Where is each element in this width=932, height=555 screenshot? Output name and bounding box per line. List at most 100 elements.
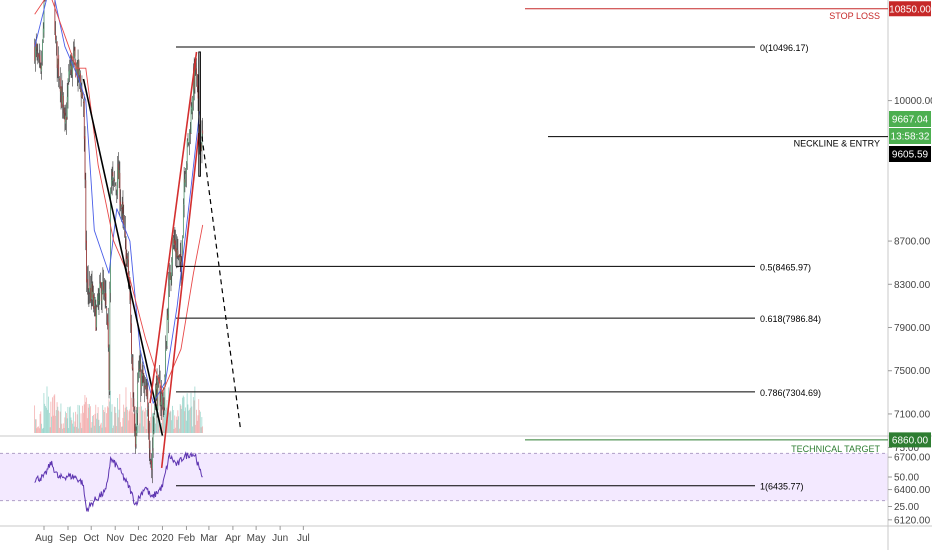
- volume-bar: [43, 393, 45, 433]
- last-price-tag-text: 13:58:32: [891, 132, 930, 143]
- candle-body: [80, 86, 82, 97]
- candle-body: [183, 179, 185, 205]
- candle-body: [160, 401, 162, 406]
- volume-bar: [79, 405, 80, 433]
- candle-body: [61, 86, 63, 108]
- volume-bar: [156, 408, 158, 433]
- candle-body: [105, 293, 107, 305]
- candle-body: [148, 432, 150, 449]
- candle-body: [121, 204, 123, 207]
- volume-bar: [55, 415, 56, 433]
- volume-bar: [158, 421, 160, 433]
- candle-body: [104, 292, 106, 297]
- volume-bar: [35, 419, 37, 433]
- candle-body: [127, 259, 129, 278]
- volume-bar: [138, 406, 140, 433]
- candle-body: [134, 429, 136, 448]
- candle-body: [178, 255, 180, 256]
- last-price-tag-text: 9667.04: [892, 115, 929, 126]
- volume-bar: [185, 407, 186, 433]
- candle-body: [69, 65, 71, 70]
- volume-bar: [90, 427, 92, 433]
- volume-bar: [197, 415, 199, 433]
- candle-body: [193, 67, 195, 90]
- volume-bar: [58, 410, 60, 433]
- candle-body: [135, 430, 137, 445]
- candle-body: [185, 174, 187, 186]
- time-tick-label: Dec: [130, 533, 148, 544]
- highlight-box: [198, 51, 201, 177]
- trendline-3: [160, 132, 200, 469]
- volume-bar: [106, 413, 108, 433]
- volume-bar: [141, 406, 142, 433]
- candle-body: [168, 285, 170, 323]
- volume-bar: [45, 407, 47, 433]
- candle-body: [39, 55, 41, 64]
- candle-body: [92, 291, 94, 300]
- volume-bar: [48, 412, 50, 433]
- candle-body: [69, 69, 70, 75]
- volume-bar: [69, 407, 70, 433]
- volume-bar: [135, 410, 137, 433]
- volume-bar: [40, 411, 42, 433]
- volume-bar: [189, 407, 191, 433]
- time-tick-label: 2020: [151, 533, 174, 544]
- volume-bar: [89, 404, 90, 433]
- volume-bar: [122, 417, 124, 433]
- volume-bar: [192, 397, 194, 433]
- volume-bar: [110, 411, 112, 433]
- volume-bar: [55, 410, 57, 433]
- candle-body: [38, 54, 39, 56]
- level-price-tag: [889, 1, 931, 17]
- volume-bar: [188, 410, 190, 433]
- last-price-tag: [889, 128, 931, 144]
- volume-bar: [201, 417, 203, 433]
- level-label: 1(6435.77): [760, 482, 804, 492]
- volume-bar: [94, 413, 96, 433]
- time-tick-label: Nov: [106, 533, 124, 544]
- candle-body: [73, 55, 74, 58]
- candle-body: [41, 64, 43, 72]
- candle-body: [174, 240, 176, 246]
- candle-body: [35, 44, 36, 61]
- moving-average-line-1: [34, 0, 201, 405]
- candle-body: [75, 59, 77, 78]
- level-price-tag-text: 6860.00: [892, 435, 929, 446]
- volume-bar: [45, 405, 46, 433]
- volume-bar: [52, 415, 54, 433]
- candle-body: [130, 299, 132, 325]
- candle-body: [78, 60, 80, 80]
- candle-body: [85, 180, 87, 243]
- candle-body: [161, 394, 163, 405]
- candle-body: [150, 459, 152, 463]
- volume-bar: [72, 423, 73, 433]
- volume-bar: [54, 394, 56, 433]
- volume-bar: [115, 412, 117, 433]
- volume-bar: [192, 426, 193, 433]
- volume-bar: [151, 413, 153, 433]
- volume-bar: [128, 411, 130, 433]
- volume-bar: [133, 413, 135, 433]
- candle-body: [34, 42, 36, 61]
- candle-body: [56, 41, 58, 69]
- candle-body: [42, 40, 43, 62]
- candle-body: [187, 139, 189, 143]
- moving-average-line-2: [34, 0, 204, 394]
- candle-body: [59, 79, 60, 81]
- candle-body: [144, 386, 146, 388]
- candle-body: [177, 250, 179, 257]
- candle-body: [142, 369, 144, 383]
- candle-body: [97, 296, 98, 306]
- candle-body: [117, 167, 118, 195]
- volume-bar: [163, 403, 165, 433]
- rsi-band-fill: [0, 453, 888, 501]
- volume-bar: [177, 410, 179, 433]
- volume-bar: [134, 406, 136, 433]
- volume-bar: [199, 410, 200, 433]
- volume-bar: [120, 426, 122, 433]
- volume-bar: [95, 404, 97, 433]
- volume-bar: [103, 409, 104, 433]
- volume-bar: [110, 390, 111, 433]
- volume-bar: [141, 410, 143, 433]
- volume-bar: [118, 409, 120, 433]
